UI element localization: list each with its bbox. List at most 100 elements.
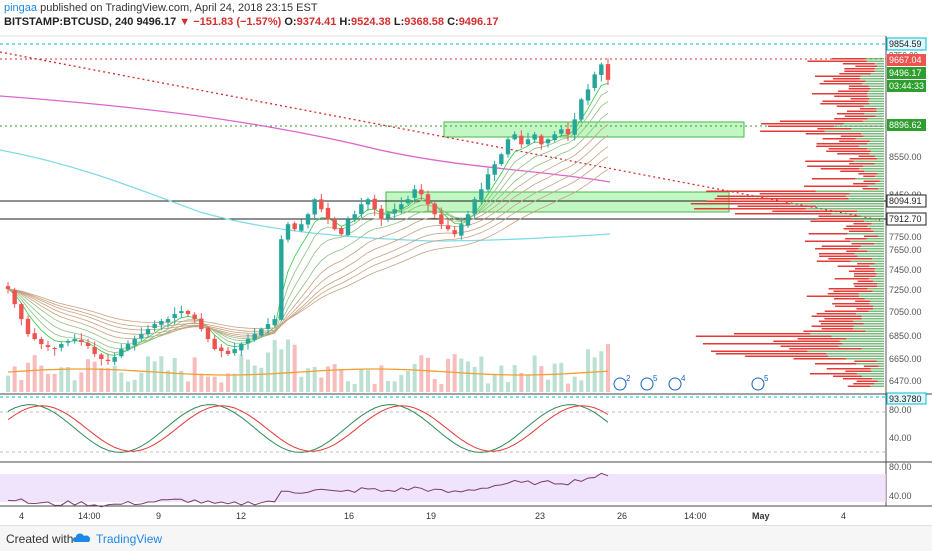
event-flag-icon[interactable] — [613, 377, 627, 391]
publish-line: pingaa published on TradingView.com, Apr… — [4, 2, 318, 14]
volume-profile-bar — [874, 68, 884, 70]
candle-body — [399, 204, 404, 210]
volume-profile-bar — [745, 355, 829, 357]
volume-bar — [6, 375, 10, 392]
price-label: 6470.00 — [889, 376, 922, 386]
volume-profile-bar — [759, 193, 850, 195]
candle-body — [465, 214, 471, 226]
volume-profile-bar — [812, 93, 868, 95]
volume-profile-bar — [853, 328, 884, 330]
chart-canvas[interactable]: 2 5 4 5 9854.59 9750.00 9667.04 9496.17 … — [0, 0, 932, 525]
volume-profile-bar — [839, 340, 884, 342]
time-axis[interactable]: 4 14:00 9 12 16 19 23 26 14:00 May 4 — [19, 511, 846, 521]
volume-profile-bar — [846, 358, 884, 360]
volume-profile-bar — [847, 385, 871, 387]
volume-profile-bar — [871, 228, 884, 230]
price-axis[interactable]: 9854.59 9750.00 9667.04 9496.17 03:44:33… — [886, 37, 927, 501]
author-link[interactable]: pingaa — [4, 2, 38, 14]
volume-profile-bar — [772, 210, 858, 212]
volume-profile-bar — [845, 238, 867, 240]
symbol-title[interactable]: BITSTAMP:BTCUSD, 240 — [4, 16, 134, 28]
volume-profile-bar — [874, 270, 884, 272]
volume-bar — [572, 376, 577, 392]
volume-bar — [59, 367, 64, 392]
candle-body — [499, 154, 504, 165]
volume-profile-bar — [867, 100, 884, 102]
volume-profile-bar — [761, 123, 844, 125]
candle-body — [119, 349, 124, 357]
volume-profile-bar — [854, 285, 878, 287]
volume-profile-bar — [816, 260, 851, 262]
volume-profile-bar — [862, 375, 884, 377]
volume-profile-bar — [843, 228, 872, 230]
price-label: 9667.04 — [889, 55, 922, 65]
event-markers[interactable]: 2 5 4 5 — [613, 374, 769, 391]
candle-body — [265, 324, 271, 329]
volume-profile-bar — [877, 285, 884, 287]
volume-profile-bar — [767, 125, 835, 127]
volume-profile-bar — [815, 190, 884, 192]
volume-profile-bar — [869, 140, 884, 142]
volume-profile-bar — [690, 203, 791, 205]
volume-bar — [199, 373, 204, 392]
volume-profile-bar — [849, 163, 875, 165]
volume-profile-bar — [865, 80, 884, 82]
volume-profile-bar — [867, 95, 884, 97]
volume-profile-bar — [694, 208, 806, 210]
price-tag-8896 — [887, 119, 926, 131]
candle-body — [505, 139, 511, 155]
time-label: 4 — [19, 511, 24, 521]
volume-profile-bar — [860, 78, 884, 80]
volume-profile-bar — [872, 378, 884, 380]
candle-body — [512, 134, 517, 140]
event-flag-icon[interactable] — [751, 377, 765, 391]
volume-profile-bar — [854, 253, 884, 255]
volume-profile-bar — [864, 220, 884, 222]
volume-profile-bar — [715, 353, 827, 355]
candle-body — [45, 345, 51, 348]
event-flag-icon[interactable] — [668, 377, 682, 391]
volume-profile-bar — [874, 163, 884, 165]
candle-body — [479, 189, 484, 200]
volume-bar — [539, 366, 544, 392]
tradingview-link[interactable]: TradingView — [96, 532, 163, 546]
volume-profile-bar — [797, 338, 847, 340]
volume-profile-bar — [870, 300, 884, 302]
candle-body — [585, 89, 591, 101]
volume-profile-bar — [870, 73, 884, 75]
volume-profile-bar — [844, 68, 875, 70]
volume-profile-bar — [863, 135, 884, 137]
volume-profile-bar — [857, 263, 875, 265]
volume-bar — [246, 359, 250, 392]
volume-profile-bar — [805, 160, 854, 162]
high-label: H: — [339, 16, 352, 28]
volume-bar — [152, 361, 157, 392]
volume-profile-bar — [869, 153, 884, 155]
volume-profile-bar — [846, 338, 884, 340]
volume-bar — [146, 356, 150, 392]
volume-bar — [19, 380, 24, 392]
tradingview-cloud-icon[interactable] — [72, 531, 92, 545]
candle-body — [419, 189, 424, 195]
candle-body — [145, 329, 151, 335]
volume-profile-bar — [844, 70, 875, 72]
volume-profile-bar — [844, 115, 876, 117]
ema-line — [7, 91, 609, 354]
volume-profile-bar — [867, 185, 884, 187]
volume-profile-bar — [872, 290, 884, 292]
volume-profile-bar — [867, 288, 884, 290]
volume-profile-bar — [854, 360, 877, 362]
volume-bar — [12, 366, 17, 392]
candle-body — [132, 339, 137, 346]
volume-profile-bar — [857, 210, 884, 212]
volume-bar — [526, 375, 530, 392]
volume-profile-bar — [780, 345, 839, 347]
volume-profile-bar — [846, 225, 868, 227]
price-label: 8550.00 — [889, 152, 922, 162]
event-flag-icon[interactable] — [640, 377, 654, 391]
volume-bar — [99, 368, 104, 392]
volume-profile-bar — [805, 133, 862, 135]
volume-profile-bar — [867, 250, 884, 252]
event-count: 5 — [653, 374, 658, 383]
volume-profile-bar — [839, 140, 870, 142]
